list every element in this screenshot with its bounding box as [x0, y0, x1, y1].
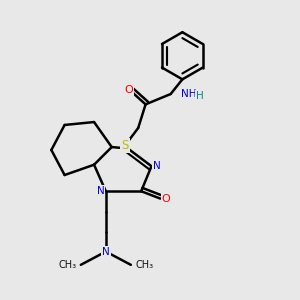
Text: N: N [153, 161, 160, 171]
Text: O: O [124, 85, 133, 94]
Text: CH₃: CH₃ [135, 260, 153, 270]
Text: N: N [102, 247, 110, 256]
Text: S: S [121, 139, 129, 152]
Text: N: N [97, 186, 104, 196]
Text: NH: NH [181, 89, 197, 99]
Text: H: H [196, 91, 203, 100]
Text: CH₃: CH₃ [58, 260, 76, 270]
Text: O: O [162, 194, 171, 204]
